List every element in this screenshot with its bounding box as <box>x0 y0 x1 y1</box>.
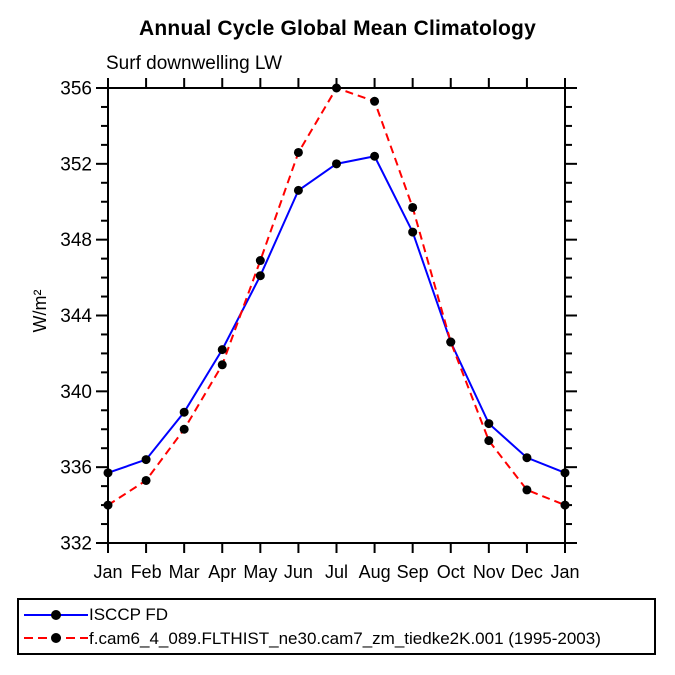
legend-box: ISCCP FD f.cam6_4_089.FLTHIST_ne30.cam7_… <box>17 598 656 655</box>
data-point-series-0 <box>522 453 532 463</box>
y-tick-label: 344 <box>60 306 92 327</box>
data-point-series-1 <box>179 424 189 434</box>
x-tick-label: Oct <box>437 562 465 582</box>
data-point-series-1 <box>408 202 418 212</box>
data-point-series-1 <box>255 256 265 266</box>
data-point-series-1 <box>217 360 227 370</box>
data-point-series-0 <box>179 407 189 417</box>
data-point-series-1 <box>370 96 380 106</box>
data-point-series-0 <box>141 455 151 465</box>
x-tick-label: May <box>243 562 277 582</box>
legend-label-model: f.cam6_4_089.FLTHIST_ne30.cam7_zm_tiedke… <box>89 628 601 648</box>
data-point-series-0 <box>293 185 303 195</box>
y-tick-label: 348 <box>60 230 92 251</box>
chart-title: Annual Cycle Global Mean Climatology <box>139 17 536 40</box>
x-tick-label: Jan <box>93 562 122 582</box>
data-point-series-0 <box>255 271 265 281</box>
data-point-series-1 <box>484 436 494 446</box>
legend-line-sample-red <box>24 633 88 644</box>
chart-subtitle: Surf downwelling LW <box>106 53 283 74</box>
x-tick-label: Jan <box>550 562 579 582</box>
x-tick-label: Mar <box>169 562 200 582</box>
x-tick-label: Aug <box>359 562 391 582</box>
data-point-series-1 <box>103 500 113 510</box>
data-point-series-1 <box>446 337 456 347</box>
data-point-series-0 <box>217 345 227 355</box>
data-point-series-0 <box>370 151 380 161</box>
data-point-series-1 <box>332 83 341 93</box>
legend-marker-dot <box>51 633 61 644</box>
series-line-1 <box>107 86 566 507</box>
x-tick-label: Nov <box>473 562 505 582</box>
legend-line-sample-blue <box>24 609 88 620</box>
data-point-series-1 <box>141 475 151 485</box>
legend-item-isccp-fd: ISCCP FD <box>23 606 654 623</box>
y-tick-label: 340 <box>60 382 92 403</box>
data-point-series-0 <box>560 468 570 478</box>
data-point-series-1 <box>522 485 532 495</box>
data-point-series-0 <box>484 419 494 429</box>
x-tick-label: Jul <box>325 562 348 582</box>
legend-label-isccp-fd: ISCCP FD <box>89 605 169 625</box>
y-tick-label: 336 <box>60 458 92 479</box>
series-line-0 <box>107 155 566 474</box>
x-tick-label: Dec <box>511 562 543 582</box>
y-tick-label: 352 <box>60 154 92 175</box>
x-tick-label: Apr <box>208 562 236 582</box>
y-tick-label: 356 <box>60 79 92 100</box>
x-tick-label: Sep <box>397 562 429 582</box>
x-tick-label: Jun <box>284 562 313 582</box>
data-point-series-0 <box>332 159 341 169</box>
plot-frame <box>107 87 566 544</box>
legend-item-model: f.cam6_4_089.FLTHIST_ne30.cam7_zm_tiedke… <box>23 630 654 647</box>
data-point-series-1 <box>293 147 303 157</box>
x-tick-label: Feb <box>131 562 162 582</box>
data-point-series-1 <box>560 500 570 510</box>
legend-marker-dot <box>51 609 61 620</box>
data-point-series-0 <box>103 468 113 478</box>
data-point-series-0 <box>408 227 418 237</box>
y-tick-label: 332 <box>60 534 92 555</box>
